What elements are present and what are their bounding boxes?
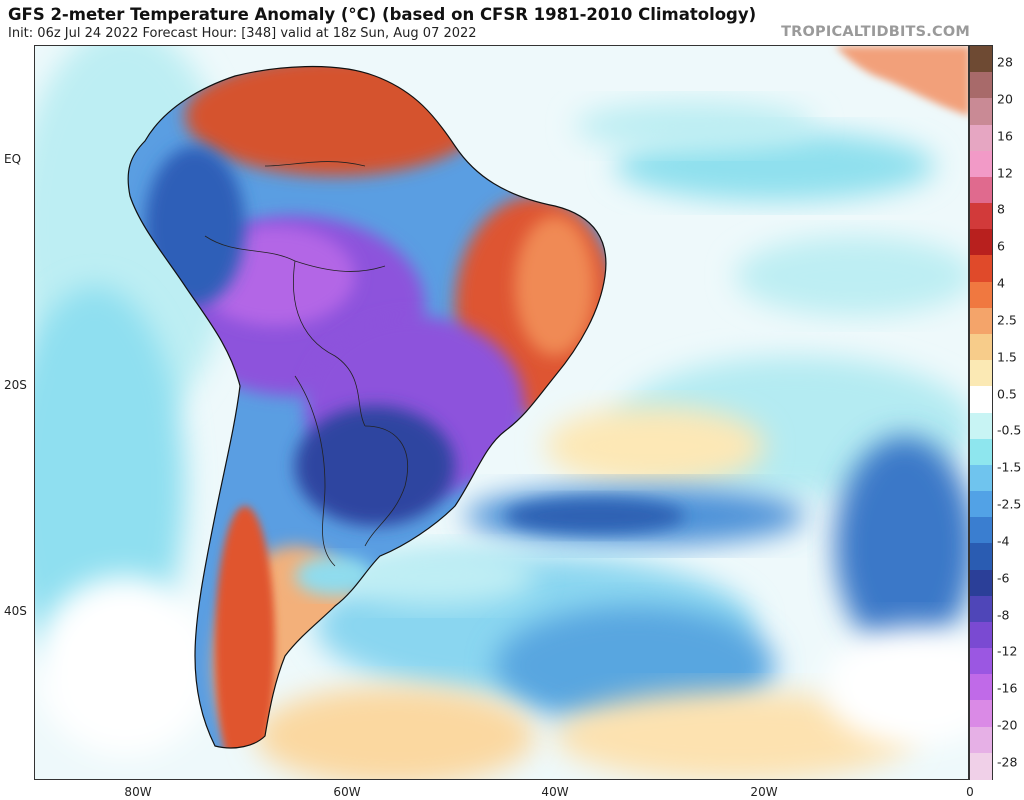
colorbar-tick-label: 16 (997, 128, 1013, 144)
colorbar-swatch (970, 569, 992, 597)
colorbar-swatch (970, 674, 992, 702)
colorbar-swatch (970, 281, 992, 309)
colorbar-tick-label: 28 (997, 54, 1013, 70)
anomaly-map (34, 45, 969, 780)
colorbar-swatch (970, 752, 992, 780)
colorbar-swatch (970, 72, 992, 99)
colorbar-tick-label: -20 (997, 717, 1018, 733)
lat-label-20s: 20S (4, 378, 27, 392)
colorbar-tick-label: -4 (997, 533, 1010, 549)
colorbar-tick-label: 1.5 (997, 349, 1017, 365)
lat-label-40s: 40S (4, 604, 27, 618)
coastline (127, 65, 607, 749)
colorbar-tick-label: -0.5 (997, 422, 1022, 438)
lon-label-80w: 80W (124, 785, 152, 799)
colorbar-swatch (970, 412, 992, 440)
colorbar-swatch (970, 150, 992, 178)
colorbar-tick-label: -1.5 (997, 459, 1022, 475)
colorbar-swatch (970, 255, 992, 283)
colorbar-swatch (970, 517, 992, 544)
country-borders (204, 161, 408, 567)
colorbar-swatch (970, 307, 992, 335)
colorbar-tick-label: 8 (997, 201, 1005, 217)
colorbar-tick-label: -12 (997, 643, 1018, 659)
lon-label-20w: 20W (750, 785, 778, 799)
colorbar-tick-label: -8 (997, 607, 1010, 623)
colorbar-tick-label: 12 (997, 165, 1013, 181)
colorbar-tick-label: 2.5 (997, 312, 1017, 328)
lat-label-eq: EQ (4, 152, 22, 166)
colorbar-swatch (970, 333, 992, 361)
colorbar-tick-label: 4 (997, 275, 1005, 291)
colorbar-swatch (970, 386, 992, 414)
colorbar (969, 45, 993, 780)
colorbar-tick-label: -2.5 (997, 496, 1022, 512)
colorbar-swatch (970, 46, 992, 73)
colorbar-swatch (970, 491, 992, 518)
colorbar-swatch (970, 621, 992, 649)
colorbar-tick-label: 6 (997, 238, 1005, 254)
colorbar-swatch (970, 464, 992, 492)
colorbar-swatch (970, 98, 992, 126)
map-title: GFS 2-meter Temperature Anomaly (°C) (ba… (8, 5, 757, 24)
colorbar-swatch (970, 203, 992, 230)
colorbar-tick-label: -28 (997, 754, 1018, 770)
colorbar-tick-label: -16 (997, 680, 1018, 696)
colorbar-swatch (970, 229, 992, 257)
map-canvas (35, 46, 968, 779)
colorbar-swatch (970, 176, 992, 204)
colorbar-swatch (970, 438, 992, 466)
colorbar-swatch (970, 595, 992, 623)
ocean-field (35, 46, 968, 779)
colorbar-swatch (970, 726, 992, 754)
colorbar-swatch (970, 543, 992, 571)
lon-label-40w: 40W (541, 785, 569, 799)
colorbar-swatch (970, 648, 992, 675)
forecast-info: Init: 06z Jul 24 2022 Forecast Hour: [34… (8, 26, 477, 41)
colorbar-swatch (970, 700, 992, 728)
colorbar-tick-label: 20 (997, 91, 1013, 107)
colorbar-swatch (970, 360, 992, 387)
colorbar-swatch (970, 124, 992, 152)
site-watermark[interactable]: TROPICALTIDBITS.COM (781, 24, 970, 40)
lon-label-60w: 60W (333, 785, 361, 799)
colorbar-tick-label: 0.5 (997, 386, 1017, 402)
colorbar-tick-label: -6 (997, 570, 1010, 586)
lon-label-0: 0 (966, 785, 974, 799)
